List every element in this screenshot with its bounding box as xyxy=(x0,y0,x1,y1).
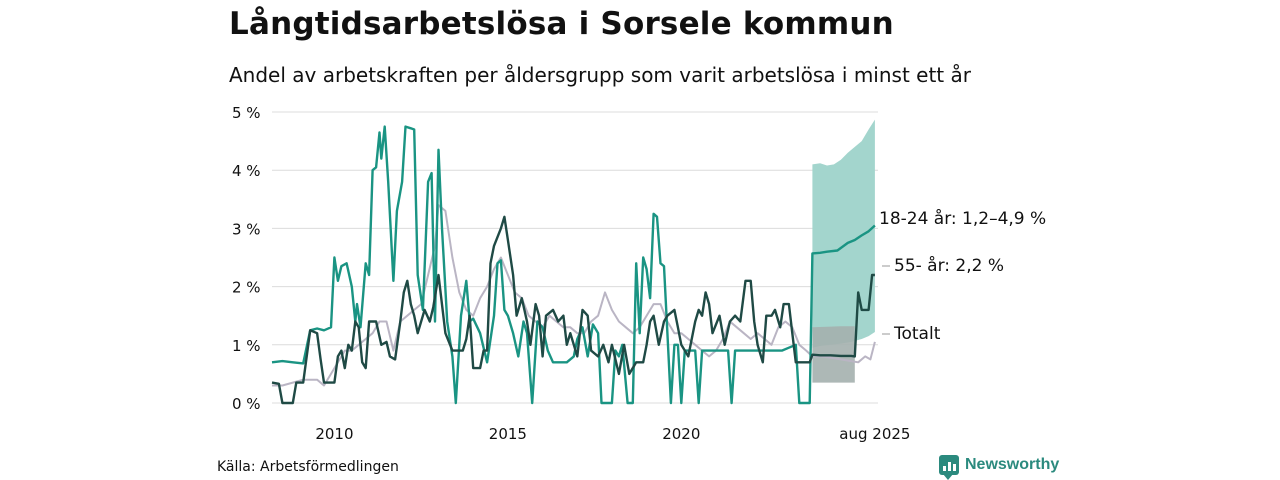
series-end-label: 55- år: 2,2 % xyxy=(894,255,1004,276)
x-tick-label: 2015 xyxy=(489,425,527,443)
youth-series-line xyxy=(271,125,876,405)
y-tick-label: 0 % xyxy=(232,395,261,413)
y-tick-label: 5 % xyxy=(232,104,261,122)
series-lines xyxy=(271,125,876,405)
y-tick-label: 4 % xyxy=(232,162,261,180)
chart-title: Långtidsarbetslösa i Sorsele kommun xyxy=(229,6,894,42)
forecast-bands xyxy=(812,119,875,383)
older-series-line xyxy=(271,215,875,405)
tick-and-series-labels: 0 % 1 % 2 % 3 % 4 % 5 % 2010 2015 2020 aug 2025 18… xyxy=(232,104,1046,443)
brand-name: Newsworthy xyxy=(965,456,1060,473)
newsworthy-logo-icon xyxy=(939,455,959,480)
total-series-line xyxy=(272,204,876,387)
chart-subtitle: Andel av arbetskraften per åldersgrupp s… xyxy=(229,63,971,87)
y-tick-label: 2 % xyxy=(232,279,261,297)
series-end-label: 18-24 år: 1,2–4,9 % xyxy=(879,208,1046,229)
y-tick-label: 1 % xyxy=(232,337,261,355)
x-tick-label: aug 2025 xyxy=(839,425,910,443)
x-tick-label: 2010 xyxy=(315,425,353,443)
youth-forecast-band xyxy=(812,119,875,348)
series-end-label: Totalt xyxy=(893,324,941,344)
y-tick-label: 3 % xyxy=(232,220,261,238)
brand-logo: Newsworthy xyxy=(939,455,1060,480)
x-tick-label: 2020 xyxy=(662,425,700,443)
source-note: Källa: Arbetsförmedlingen xyxy=(217,459,399,475)
